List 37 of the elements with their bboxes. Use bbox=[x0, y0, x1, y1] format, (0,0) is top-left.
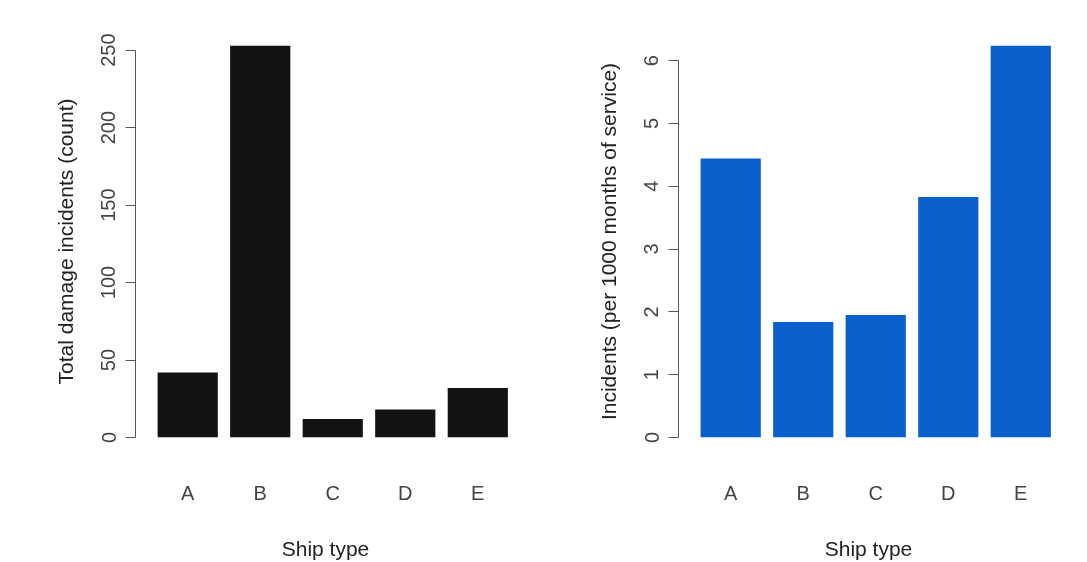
bar bbox=[845, 315, 906, 438]
x-tick-label: C bbox=[868, 481, 883, 504]
x-axis-title: Ship type bbox=[281, 536, 370, 560]
bar bbox=[302, 418, 363, 438]
y-tick-label: 200 bbox=[97, 110, 120, 145]
bar bbox=[375, 409, 436, 438]
bar bbox=[773, 321, 834, 438]
bar bbox=[700, 158, 761, 438]
x-tick-label: E bbox=[1014, 481, 1028, 504]
y-tick-label: 50 bbox=[97, 348, 120, 372]
bar bbox=[230, 45, 291, 438]
y-tick-label: 0 bbox=[97, 431, 120, 444]
y-axis-title: Incidents (per 1000 months of service) bbox=[596, 62, 620, 421]
bar bbox=[990, 45, 1051, 438]
bar bbox=[157, 372, 218, 438]
x-tick-label: C bbox=[325, 481, 340, 504]
y-tick-label: 150 bbox=[97, 188, 120, 222]
y-tick-label: 100 bbox=[97, 265, 120, 300]
x-tick-label: A bbox=[724, 481, 739, 504]
y-tick-label: 2 bbox=[640, 306, 663, 318]
x-tick-label: A bbox=[181, 481, 196, 504]
y-tick-label: 4 bbox=[640, 180, 663, 192]
y-tick-label: 5 bbox=[640, 117, 663, 129]
x-axis-title: Ship type bbox=[824, 536, 913, 560]
x-tick-label: B bbox=[796, 481, 810, 504]
x-tick-label: D bbox=[398, 481, 413, 504]
bar bbox=[918, 196, 979, 438]
y-tick-label: 0 bbox=[640, 431, 663, 444]
x-tick-label: E bbox=[471, 481, 485, 504]
y-tick-label: 3 bbox=[640, 243, 663, 255]
x-tick-label: D bbox=[941, 481, 956, 504]
y-tick-label: 1 bbox=[640, 369, 663, 381]
y-tick-label: 250 bbox=[97, 33, 120, 67]
x-tick-label: B bbox=[253, 481, 267, 504]
bar bbox=[447, 387, 508, 438]
y-axis-title: Total damage incidents (count) bbox=[53, 98, 77, 385]
y-tick-label: 6 bbox=[640, 55, 663, 67]
